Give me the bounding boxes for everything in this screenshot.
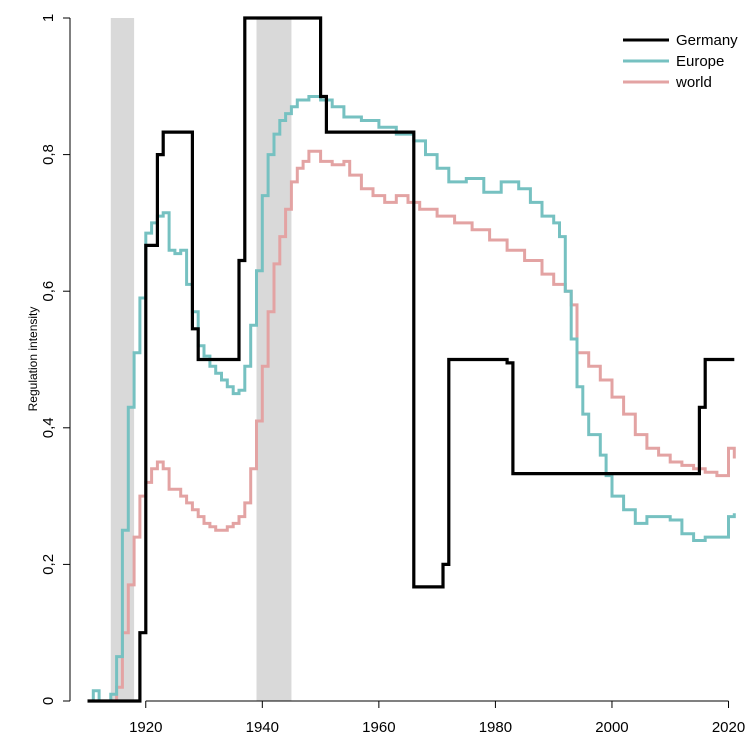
legend-label-europe: Europe: [676, 53, 724, 70]
series-line-europe: [87, 95, 736, 703]
x-tick-label-1920: 1920: [129, 719, 162, 736]
x-tick-label-1980: 1980: [479, 719, 512, 736]
shaded-periods: [110, 18, 292, 701]
legend-label-germany: Germany: [676, 32, 738, 49]
x-tick-label-1940: 1940: [246, 719, 279, 736]
y-tick-label-0,8: 0,8: [40, 144, 57, 165]
y-tick-label-0,4: 0,4: [40, 417, 57, 438]
y-tick-label-0,2: 0,2: [40, 554, 57, 575]
x-tick-label-2020: 2020: [712, 719, 745, 736]
legend-label-world: world: [675, 74, 712, 91]
series-line-world: [87, 149, 736, 703]
y-axis-label: Regulation intensity: [26, 307, 40, 412]
y-tick-label-0: 0: [40, 697, 57, 705]
legend: Germany Europe world: [623, 32, 738, 91]
x-axis: 1920 1940 1960 1980 2000 2020: [129, 701, 745, 736]
x-tick-label-1960: 1960: [362, 719, 395, 736]
y-tick-label-1: 1: [40, 14, 57, 22]
shaded-period-2: [256, 18, 292, 701]
y-axis: 0 0,2 0,4 0,6 0,8 1: [40, 14, 70, 705]
y-tick-label-0,6: 0,6: [40, 281, 57, 302]
series-lines: [87, 16, 736, 703]
x-tick-label-2000: 2000: [595, 719, 628, 736]
series-line-germany: [87, 16, 735, 703]
